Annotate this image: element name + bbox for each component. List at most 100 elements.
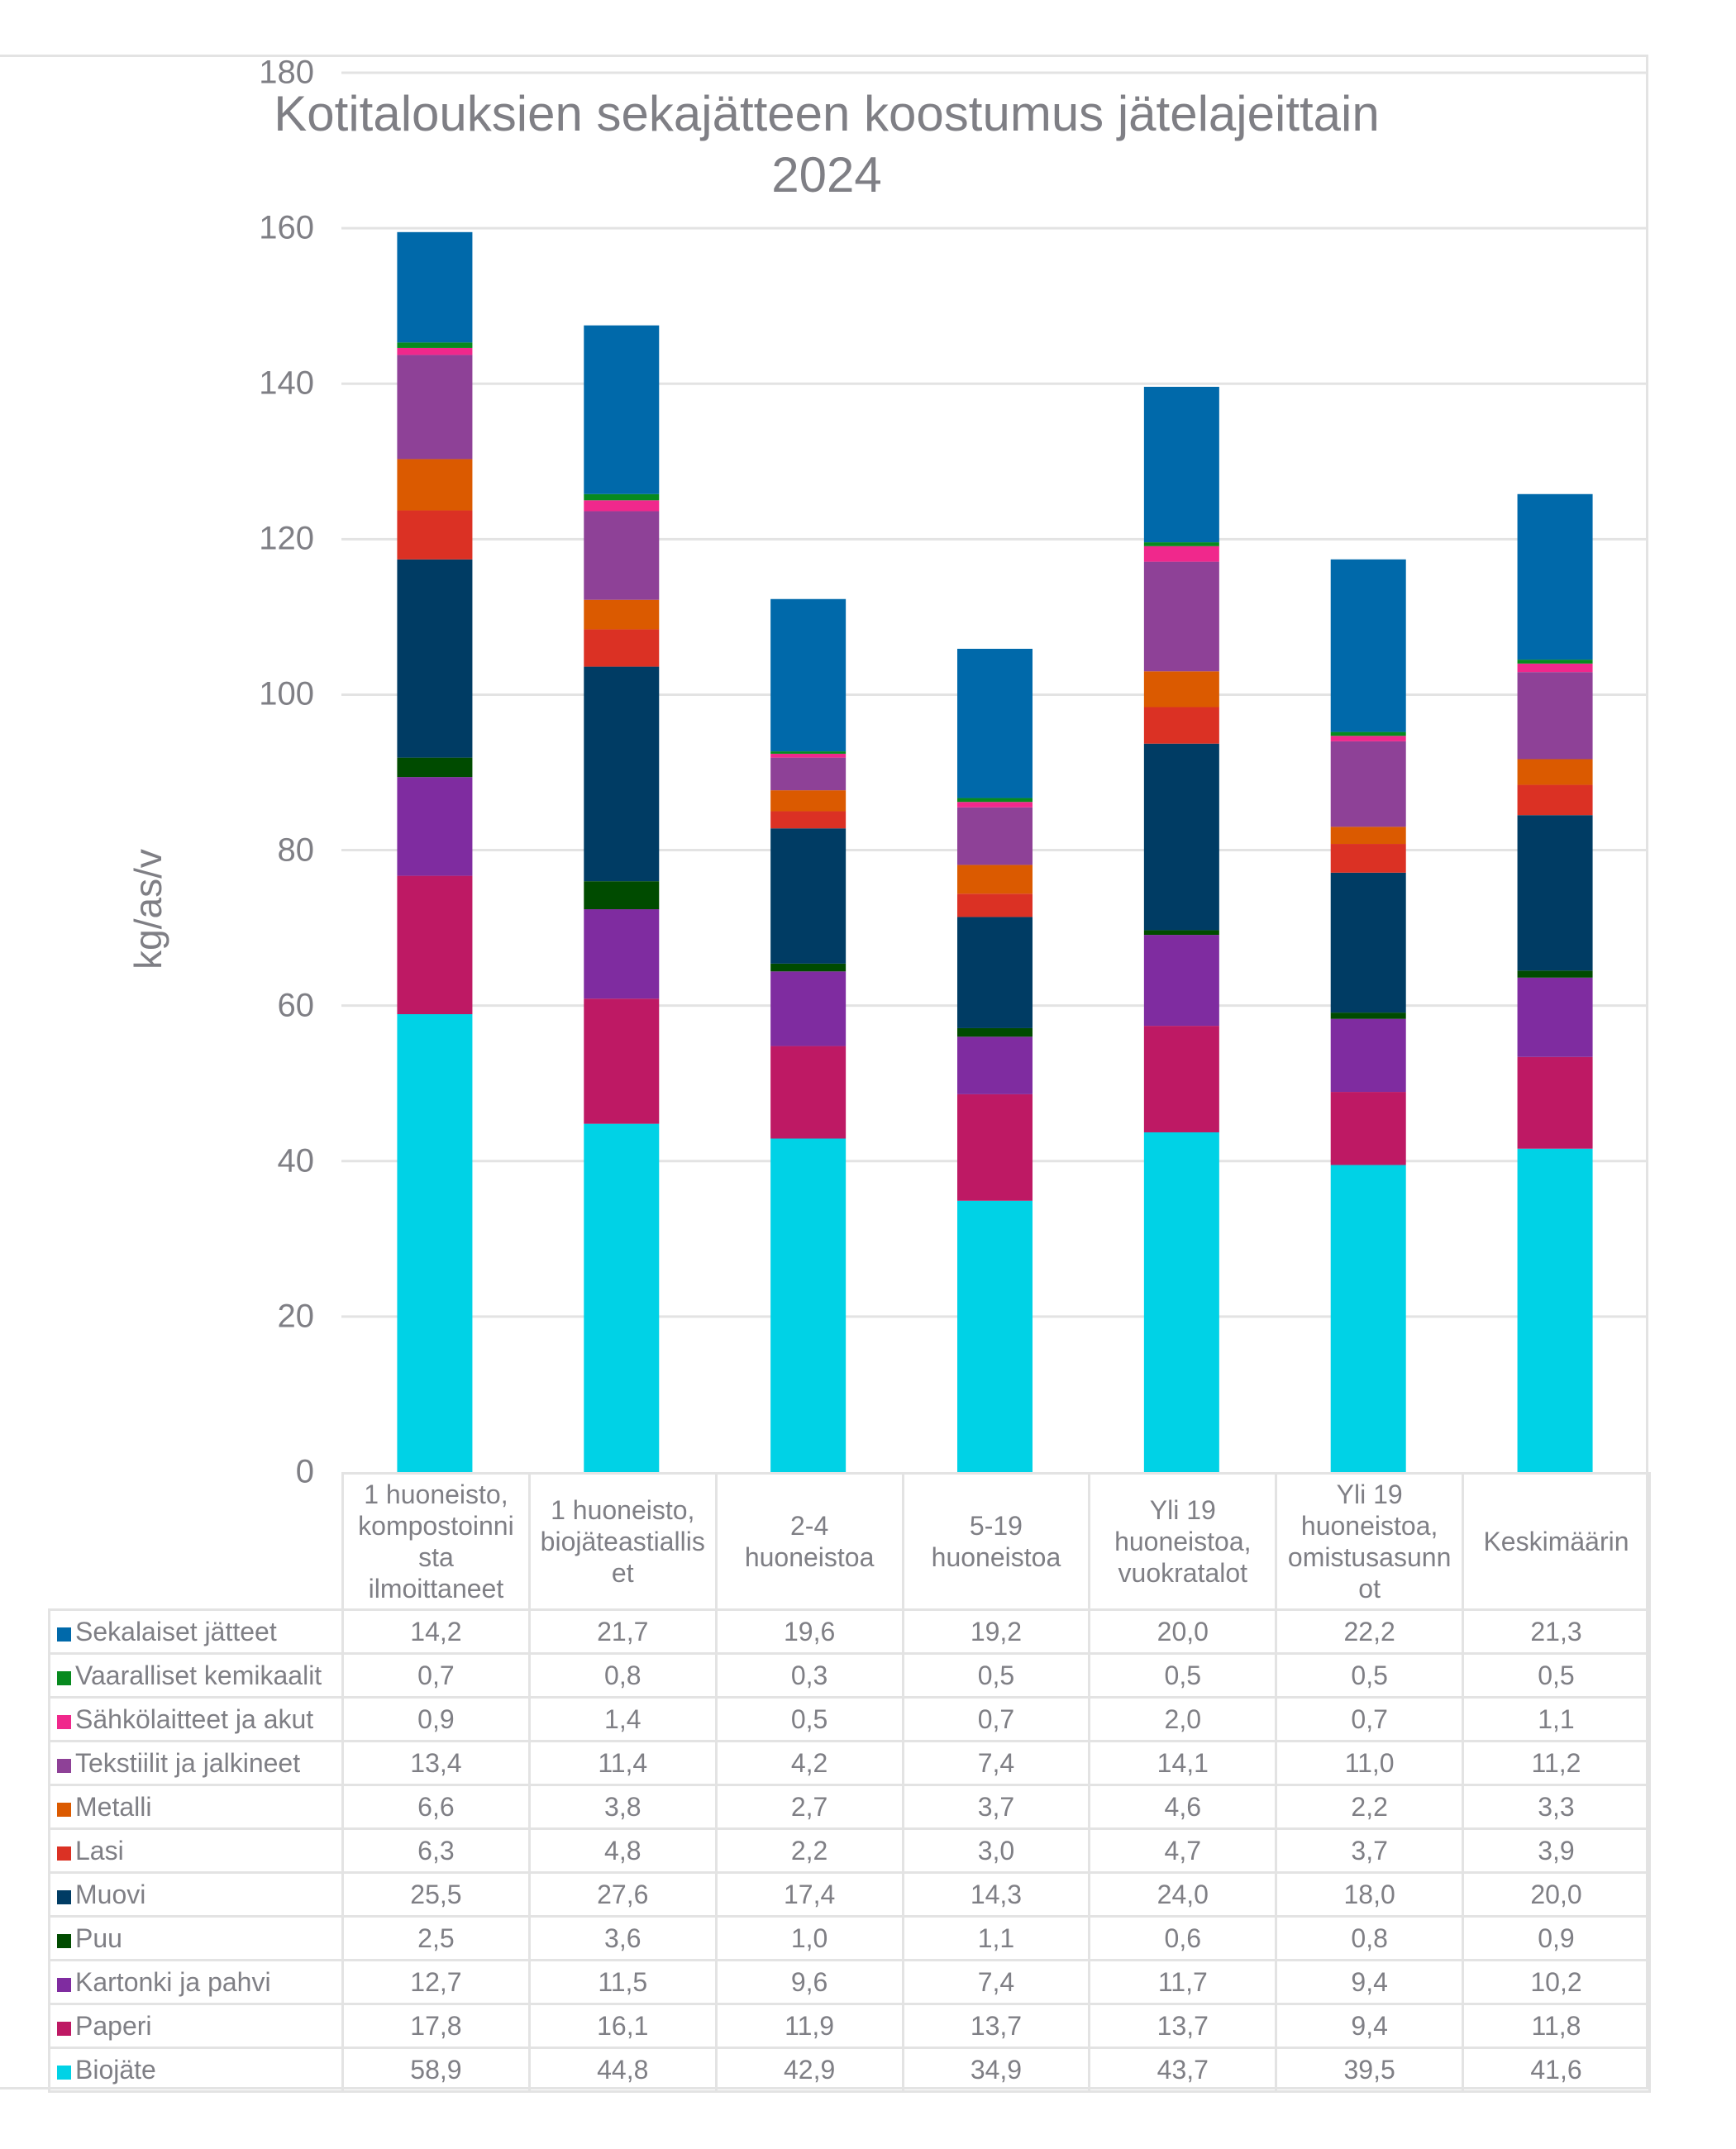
legend-entry: Biojäte	[48, 2047, 344, 2093]
bar-segment	[957, 1027, 1033, 1037]
data-value-cell: 0,8	[527, 1652, 718, 1699]
data-value-cell: 6,6	[341, 1784, 531, 1830]
legend-swatch-icon	[57, 1933, 71, 1948]
bar-segment	[397, 510, 473, 560]
legend-label: Puu	[75, 1923, 122, 1953]
bar-segment	[584, 909, 660, 999]
bar-segment	[1517, 493, 1593, 660]
data-value-cell: 0,3	[714, 1652, 904, 1699]
bar-segment	[397, 875, 473, 1015]
data-value-cell: 42,9	[714, 2047, 904, 2093]
data-value-cell: 34,9	[901, 2047, 1091, 2093]
data-value-cell: 0,5	[1462, 1652, 1651, 1699]
bar-segment	[1330, 827, 1406, 845]
data-value-cell: 13,7	[901, 2003, 1091, 2049]
data-value-cell: 11,2	[1462, 1740, 1651, 1786]
bar-segment	[1143, 542, 1219, 546]
y-tick-label: 60	[277, 987, 315, 1024]
data-value-cell: 9,4	[1275, 1959, 1465, 2005]
bar-segment	[584, 629, 660, 667]
category-label-line: biojäteastiallis	[540, 1527, 705, 1556]
bar-segment	[397, 342, 473, 348]
data-value-cell: 0,5	[901, 1652, 1091, 1699]
legend-swatch-icon	[57, 2065, 71, 2080]
bar-segment	[957, 1200, 1033, 1472]
data-value-cell: 0,7	[1275, 1696, 1465, 1742]
data-value-cell: 2,5	[341, 1915, 531, 1961]
data-value-cell: 9,4	[1275, 2003, 1465, 2049]
legend-entry: Vaaralliset kemikaalit	[48, 1652, 344, 1699]
y-tick-label: 80	[277, 831, 315, 869]
category-label: Yli 19 huoneistoa, omistusasunn ot	[1275, 1472, 1465, 1611]
bar-segment	[1143, 671, 1219, 708]
data-value-cell: 3,7	[1275, 1827, 1465, 1874]
category-label-line: Yli 19	[1149, 1495, 1216, 1525]
category-label-line: sta	[418, 1542, 454, 1572]
bar-segment	[397, 777, 473, 876]
bar-segment	[770, 963, 847, 972]
category-label-line: et	[611, 1558, 634, 1588]
data-value-cell: 41,6	[1462, 2047, 1651, 2093]
data-value-cell: 4,7	[1088, 1827, 1278, 1874]
legend-label: Sähkölaitteet ja akut	[75, 1703, 314, 1734]
category-label-line: 1 huoneisto,	[364, 1480, 508, 1509]
data-value-cell: 3,0	[901, 1827, 1091, 1874]
bar-segment	[1517, 1056, 1593, 1149]
legend-entry: Lasi	[48, 1827, 344, 1874]
data-value-cell: 16,1	[527, 2003, 718, 2049]
chart-title-line-2: 2024	[771, 147, 882, 203]
bar-segment	[770, 1138, 847, 1472]
bar-segment	[584, 511, 660, 600]
bar-segment	[1330, 736, 1406, 741]
data-value-cell: 27,6	[527, 1871, 718, 1918]
data-value-cell: 10,2	[1462, 1959, 1651, 2005]
y-axis-label: kg/as/v	[126, 849, 169, 970]
bar-segment	[397, 559, 473, 758]
bar-segment	[957, 1094, 1033, 1201]
data-value-cell: 19,2	[901, 1608, 1091, 1655]
y-tick-label: 120	[259, 520, 314, 557]
data-value-cell: 2,0	[1088, 1696, 1278, 1742]
bar-segment	[1517, 784, 1593, 816]
bar-segment	[1330, 559, 1406, 732]
bar-segment	[1143, 743, 1219, 931]
data-value-cell: 14,3	[901, 1871, 1091, 1918]
legend-entry: Kartonki ja pahvi	[48, 1959, 344, 2005]
data-value-cell: 9,6	[714, 1959, 904, 2005]
category-label-line: kompostoinni	[358, 1511, 514, 1541]
bar-segment	[1330, 1165, 1406, 1472]
data-value-cell: 19,6	[714, 1608, 904, 1655]
legend-label: Vaaralliset kemikaalit	[75, 1660, 322, 1690]
table-row: Sähkölaitteet ja akut 0,9 1,4 0,5 0,7 2,0 0,7 1…	[48, 1696, 1651, 1742]
table-row: Muovi 25,5 27,6 17,4 14,3 24,0 18,0 20,0	[48, 1871, 1651, 1918]
bar-segment	[770, 757, 847, 791]
legend-label: Biojäte	[75, 2054, 156, 2085]
data-value-cell: 17,4	[714, 1871, 904, 1918]
data-value-cell: 0,8	[1275, 1915, 1465, 1961]
category-label-line: 5-19	[969, 1511, 1023, 1541]
data-value-cell: 21,7	[527, 1608, 718, 1655]
data-value-cell: 1,1	[1462, 1696, 1651, 1742]
data-value-cell: 3,6	[527, 1915, 718, 1961]
bar-segment	[1143, 561, 1219, 672]
data-value-cell: 43,7	[1088, 2047, 1278, 2093]
bar-segment	[1330, 731, 1406, 736]
legend-entry: Tekstiilit ja jalkineet	[48, 1740, 344, 1786]
bar-segment	[1330, 1018, 1406, 1093]
data-value-cell: 20,0	[1462, 1871, 1651, 1918]
data-value-cell: 2,2	[1275, 1784, 1465, 1830]
legend-swatch-icon	[57, 2021, 71, 2036]
legend-label: Metalli	[75, 1791, 152, 1822]
data-value-cell: 6,3	[341, 1827, 531, 1874]
bar-segment	[584, 881, 660, 910]
data-value-cell: 4,2	[714, 1740, 904, 1786]
chart-title-line-1: Kotitalouksien sekajätteen koostumus jät…	[274, 86, 1380, 141]
legend-swatch-icon	[57, 1627, 71, 1642]
bar-segment	[397, 459, 473, 511]
table-row: Vaaralliset kemikaalit 0,7 0,8 0,3 0,5 0,5 0,5…	[48, 1652, 1651, 1699]
data-value-cell: 3,3	[1462, 1784, 1651, 1830]
data-value-cell: 3,8	[527, 1784, 718, 1830]
bar-segment	[584, 998, 660, 1124]
bar-segment	[1517, 663, 1593, 673]
